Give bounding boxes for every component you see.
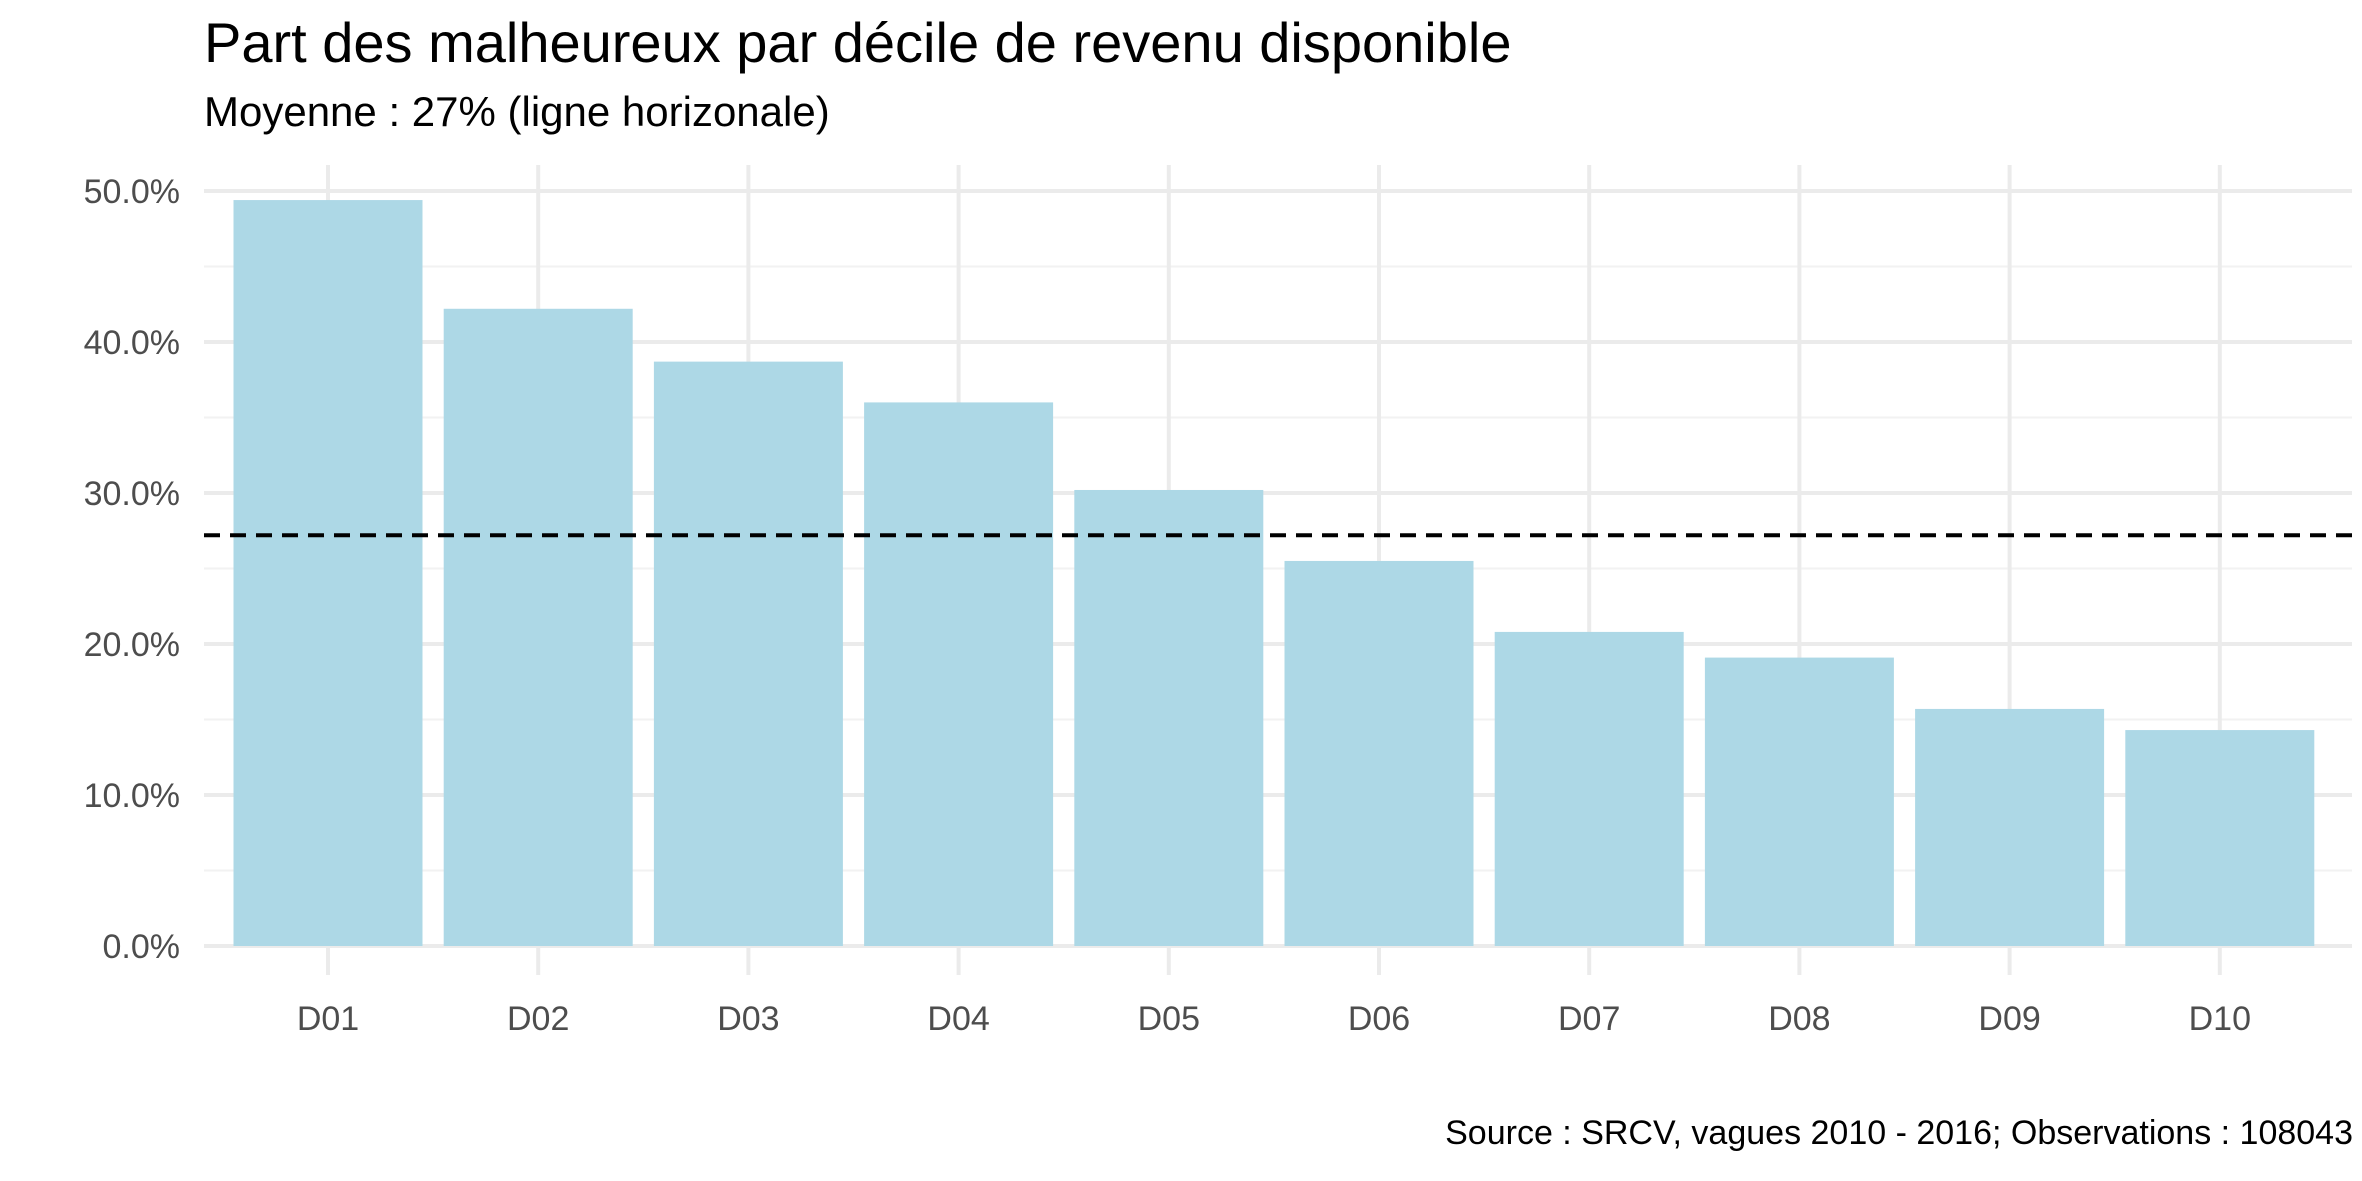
bars (233, 200, 2315, 946)
bar-d07 (1494, 631, 1684, 946)
x-tick-label: D03 (717, 1000, 779, 1038)
bar-d06 (1284, 560, 1474, 946)
bar-d05 (1074, 489, 1264, 946)
y-tick-label: 10.0% (84, 777, 180, 815)
x-tick-label: D10 (2189, 1000, 2251, 1038)
y-tick-label: 0.0% (103, 928, 181, 966)
bar-d02 (443, 308, 633, 946)
chart-subtitle: Moyenne : 27% (ligne horizonale) (204, 88, 830, 135)
x-tick-label: D05 (1138, 1000, 1200, 1038)
bar-d01 (233, 200, 423, 946)
y-tick-label: 20.0% (84, 626, 180, 664)
x-tick-label: D06 (1348, 1000, 1410, 1038)
bar-d10 (2125, 730, 2315, 946)
chart-caption: Source : SRCV, vagues 2010 - 2016; Obser… (1445, 1114, 2353, 1152)
bar-d09 (1915, 708, 2105, 946)
x-axis-ticks: D01 D02 D03 D04 D05 D06 D07 D08 D09 D10 (297, 1000, 2251, 1038)
x-tick-label: D09 (1978, 1000, 2040, 1038)
x-tick-label: D04 (927, 1000, 989, 1038)
x-tick-label: D02 (507, 1000, 569, 1038)
x-tick-label: D08 (1768, 1000, 1830, 1038)
bar-d03 (653, 361, 843, 946)
bar-d04 (864, 402, 1054, 946)
y-tick-label: 40.0% (84, 324, 180, 362)
y-tick-label: 50.0% (84, 173, 180, 211)
x-tick-label: D07 (1558, 1000, 1620, 1038)
bar-d08 (1704, 657, 1894, 946)
y-axis-ticks: 0.0% 10.0% 20.0% 30.0% 40.0% 50.0% (84, 173, 180, 966)
chart-title: Part des malheureux par décile de revenu… (204, 11, 1512, 74)
x-tick-label: D01 (297, 1000, 359, 1038)
y-tick-label: 30.0% (84, 475, 180, 513)
